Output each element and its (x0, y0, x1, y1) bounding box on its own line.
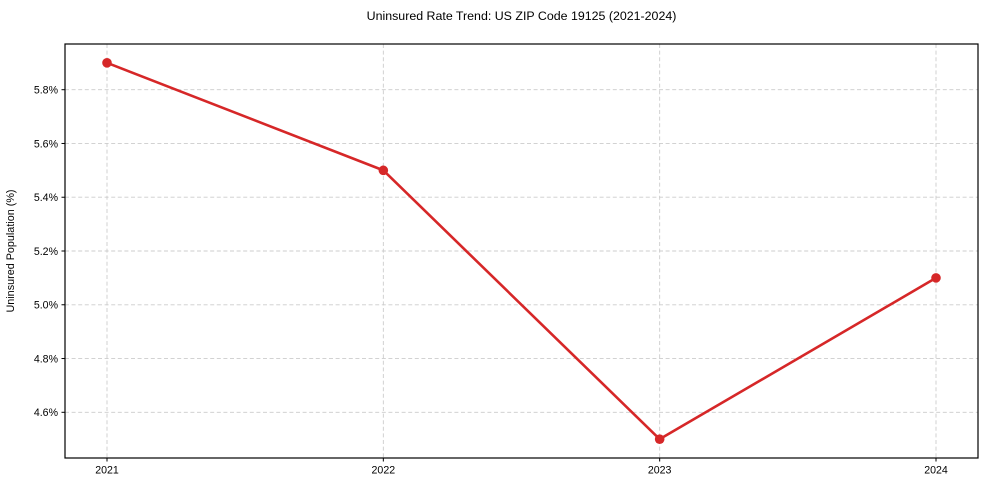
y-tick-label: 4.8% (34, 353, 59, 365)
data-point (102, 58, 112, 68)
y-tick-label: 5.8% (34, 85, 59, 97)
y-axis-label: Uninsured Population (%) (5, 189, 17, 312)
y-tick-label: 5.2% (34, 246, 59, 258)
grid-layer (65, 44, 978, 458)
y-tick-label: 5.0% (34, 300, 59, 312)
data-point (654, 434, 665, 444)
data-point (378, 165, 389, 176)
y-tick-label: 5.6% (34, 138, 59, 150)
x-tick-label: 2024 (924, 465, 948, 477)
trend-line (105, 61, 938, 441)
x-tick-label: 2021 (95, 465, 119, 477)
series-layer (102, 58, 941, 444)
chart-title: Uninsured Rate Trend: US ZIP Code 19125 … (367, 9, 677, 23)
y-tick-label: 5.4% (34, 192, 59, 204)
axis-layer: 4.6% 4.8% 5.0% 5.2% 5.4% 5.6% 5.8% 2021 2022 2023… (34, 85, 948, 477)
x-tick-label: 2022 (372, 465, 396, 477)
data-point (931, 273, 941, 283)
y-tick-label: 4.6% (34, 407, 59, 419)
x-tick-label: 2023 (648, 465, 672, 477)
